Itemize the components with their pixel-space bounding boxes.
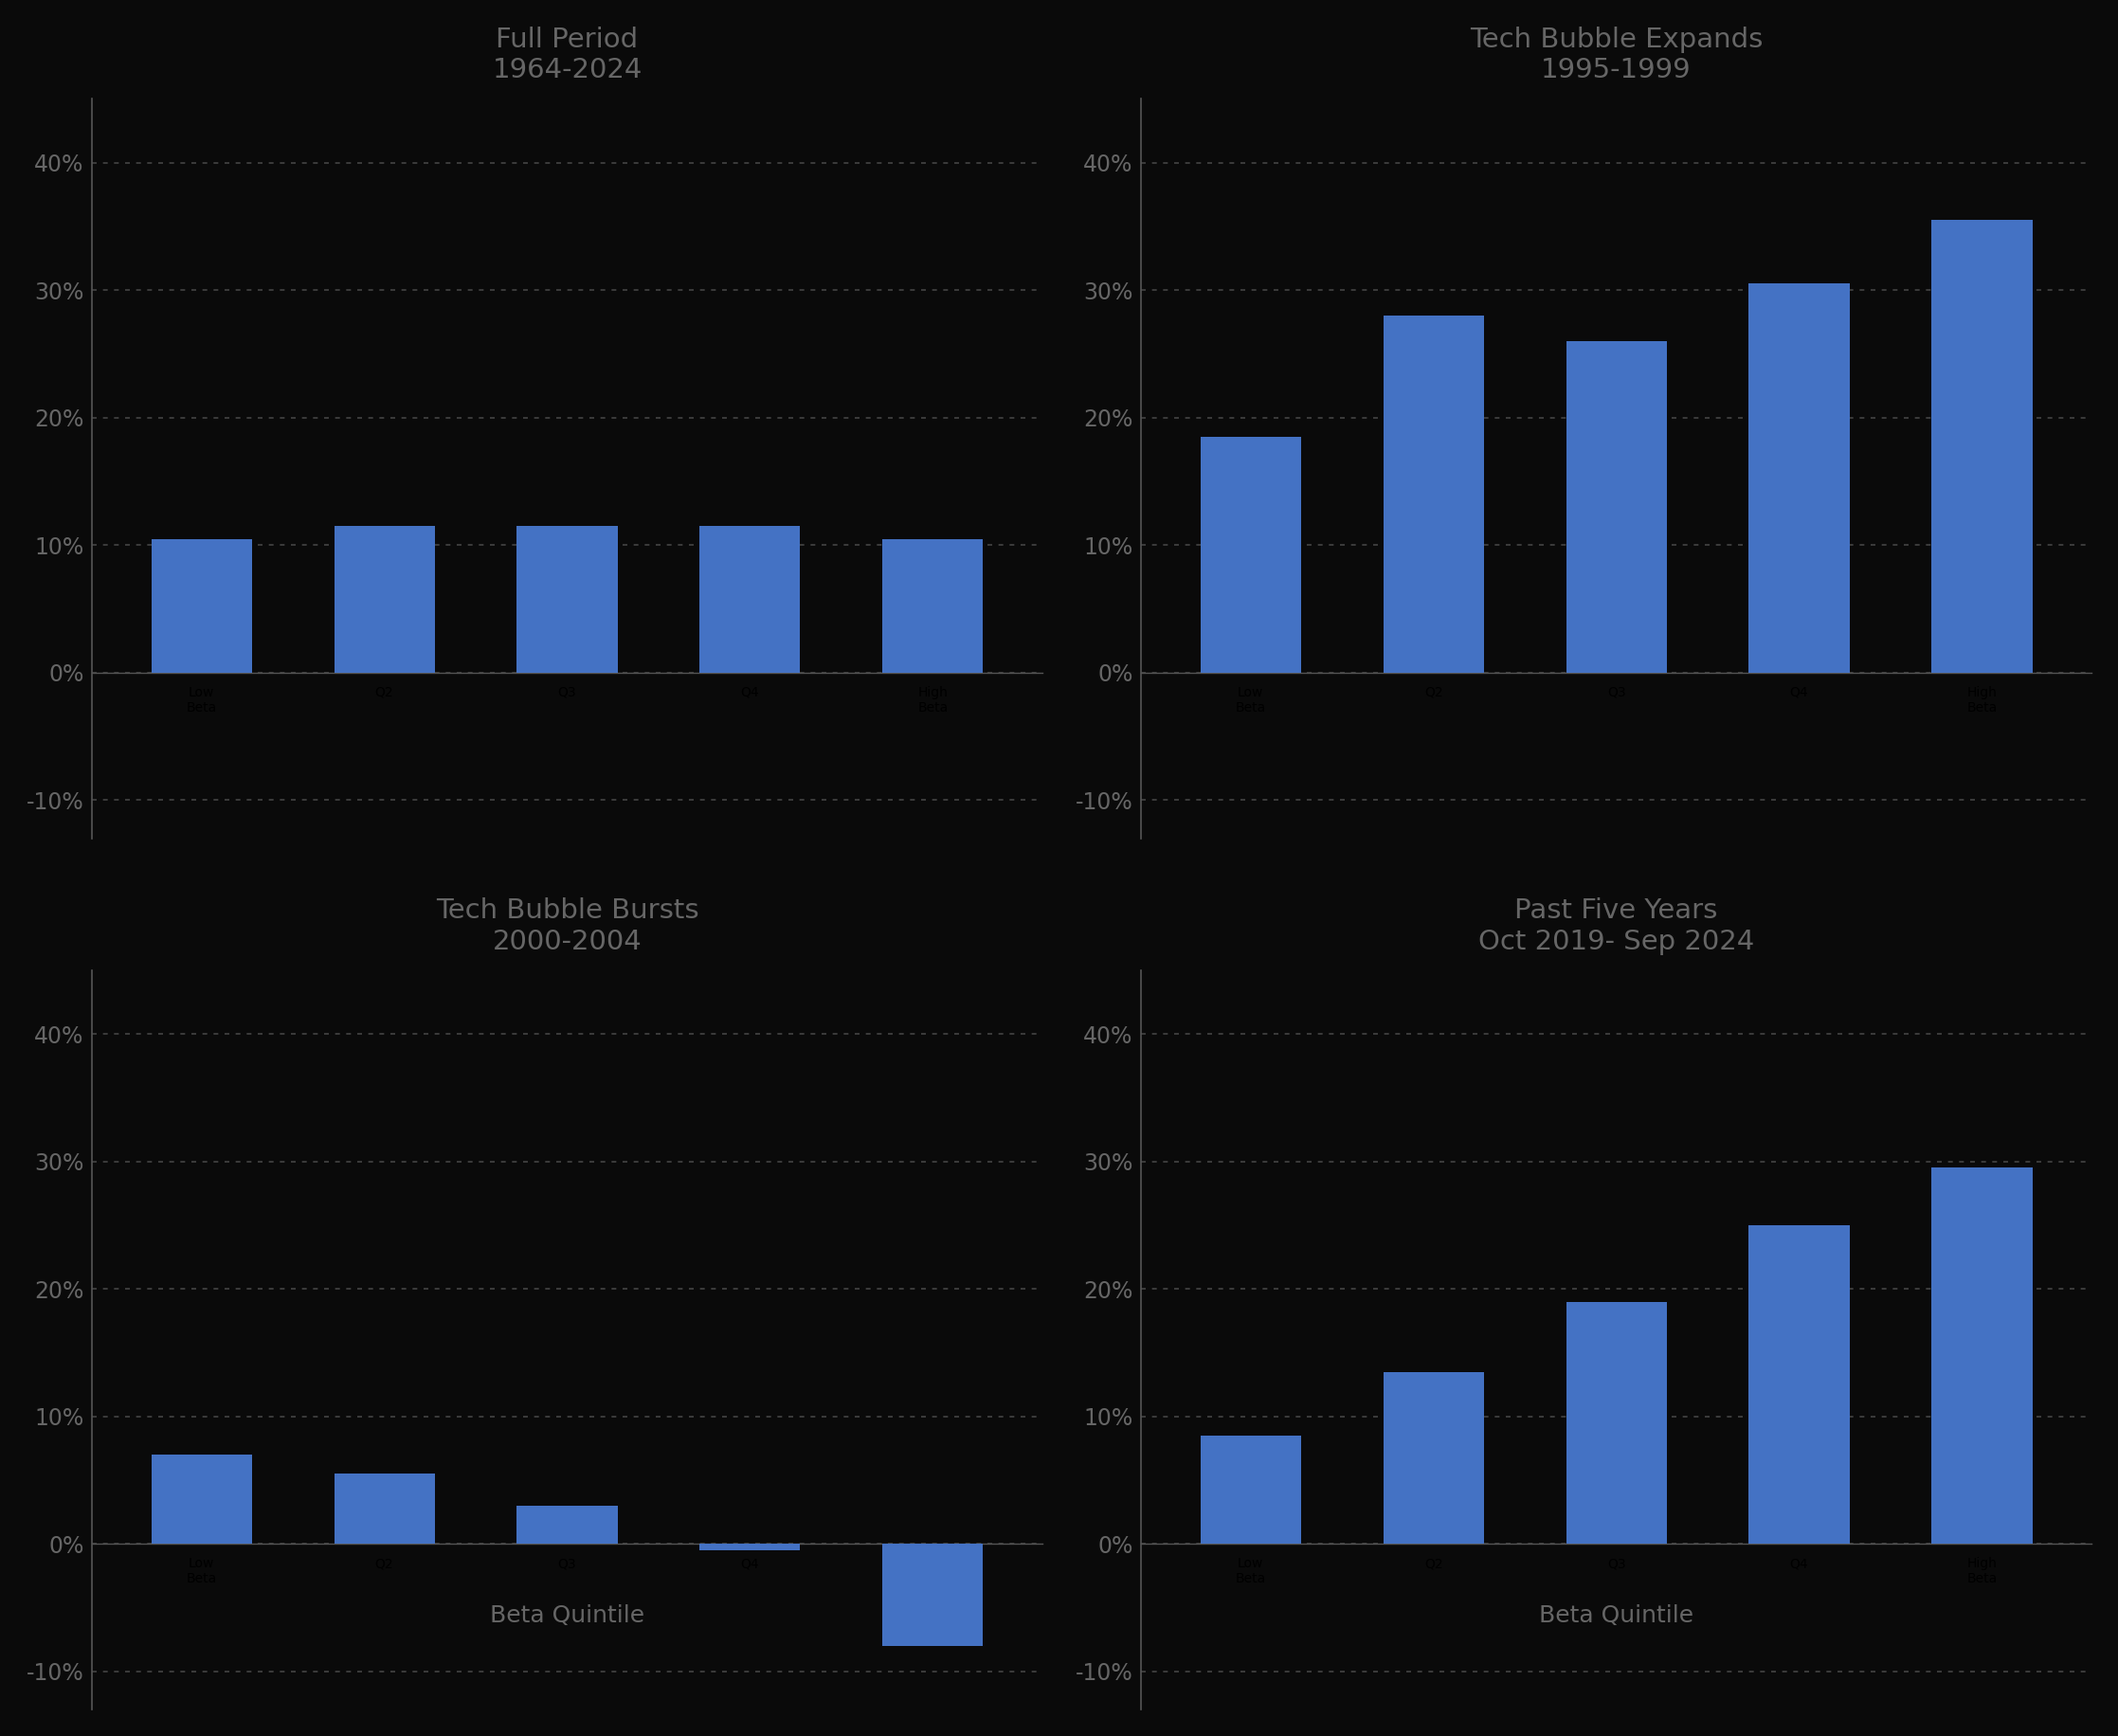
Bar [1932, 1168, 2033, 1543]
Bar [1383, 316, 1485, 672]
Bar [1201, 437, 1300, 672]
Bar [1565, 1302, 1667, 1543]
Bar [517, 526, 618, 672]
Bar [883, 1543, 983, 1646]
Bar [1749, 283, 1849, 672]
X-axis label: Beta Quintile: Beta Quintile [489, 1604, 644, 1627]
Bar [883, 538, 983, 672]
X-axis label: Beta Quintile: Beta Quintile [1540, 1604, 1694, 1627]
Title: Tech Bubble Expands
1995-1999: Tech Bubble Expands 1995-1999 [1470, 26, 1762, 83]
Bar [699, 1543, 801, 1550]
Bar [335, 526, 434, 672]
Bar [699, 526, 801, 672]
Bar [150, 538, 252, 672]
Bar [1383, 1371, 1485, 1543]
Bar [517, 1505, 618, 1543]
Bar [1749, 1226, 1849, 1543]
Bar [1565, 342, 1667, 672]
Bar [150, 1455, 252, 1543]
Bar [1932, 220, 2033, 672]
Title: Full Period
1964-2024: Full Period 1964-2024 [491, 26, 642, 83]
Bar [1201, 1436, 1300, 1543]
Title: Past Five Years
Oct 2019- Sep 2024: Past Five Years Oct 2019- Sep 2024 [1478, 898, 1754, 955]
Title: Tech Bubble Bursts
2000-2004: Tech Bubble Bursts 2000-2004 [436, 898, 699, 955]
Bar [335, 1474, 434, 1543]
